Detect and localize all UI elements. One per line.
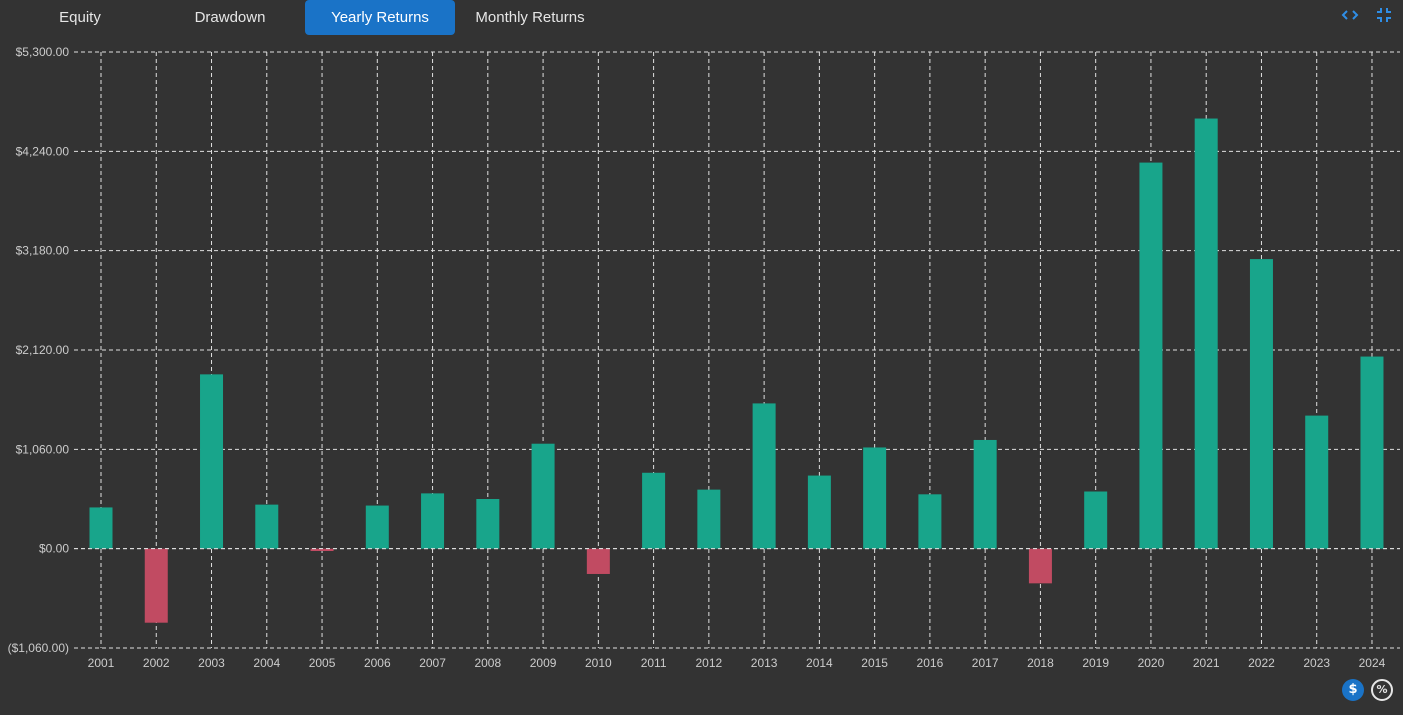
y-tick-label: ($1,060.00) [8, 641, 69, 655]
bar-2005[interactable] [310, 548, 334, 552]
y-tick-label: $5,300.00 [16, 45, 70, 59]
dollar-icon: $ [1348, 682, 1358, 697]
tab-equity[interactable]: Equity [59, 9, 101, 26]
collapse-icon[interactable] [1375, 6, 1393, 24]
bar-2002[interactable] [144, 548, 168, 623]
bar-2021[interactable] [1194, 118, 1218, 549]
bar-2022[interactable] [1249, 259, 1273, 549]
y-tick-label: $2,120.00 [16, 343, 70, 357]
x-tick-label: 2006 [364, 656, 391, 670]
tab-drawdown[interactable]: Drawdown [194, 9, 266, 26]
x-tick-label: 2012 [696, 656, 723, 670]
x-tick-label: 2002 [143, 656, 170, 670]
bar-2019[interactable] [1084, 491, 1108, 549]
percent-toggle-button[interactable]: % [1371, 679, 1393, 701]
bar-2016[interactable] [918, 494, 942, 549]
y-tick-label: $0.00 [39, 542, 69, 556]
x-tick-label: 2024 [1359, 656, 1386, 670]
bar-2003[interactable] [200, 374, 224, 549]
tab-monthly-returns[interactable]: Monthly Returns [475, 9, 585, 26]
bar-2011[interactable] [642, 472, 666, 549]
percent-icon: % [1376, 683, 1388, 696]
bar-2010[interactable] [586, 548, 610, 574]
x-tick-label: 2014 [806, 656, 833, 670]
bar-2001[interactable] [89, 507, 113, 549]
x-tick-label: 2017 [972, 656, 999, 670]
bar-2014[interactable] [807, 475, 831, 549]
bar-2015[interactable] [863, 447, 887, 549]
y-tick-label: $1,060.00 [16, 442, 70, 456]
bar-2007[interactable] [421, 493, 445, 549]
bar-2024[interactable] [1360, 356, 1384, 549]
y-tick-label: $4,240.00 [16, 144, 70, 158]
x-tick-label: 2022 [1248, 656, 1275, 670]
x-tick-label: 2011 [641, 656, 667, 670]
bar-2004[interactable] [255, 504, 279, 549]
x-tick-label: 2008 [474, 656, 501, 670]
x-tick-label: 2023 [1303, 656, 1330, 670]
bar-2013[interactable] [752, 403, 776, 549]
x-tick-label: 2019 [1082, 656, 1109, 670]
bar-2006[interactable] [365, 505, 389, 549]
bar-2009[interactable] [531, 443, 555, 549]
x-tick-label: 2003 [198, 656, 225, 670]
x-tick-label: 2001 [88, 656, 115, 670]
x-tick-label: 2009 [530, 656, 557, 670]
bar-2017[interactable] [973, 439, 997, 549]
x-tick-label: 2013 [751, 656, 778, 670]
dollar-toggle-button[interactable]: $ [1342, 679, 1364, 701]
tab-yearly-returns[interactable]: Yearly Returns [305, 0, 455, 35]
x-tick-label: 2007 [419, 656, 446, 670]
bar-2020[interactable] [1139, 162, 1163, 549]
x-tick-label: 2005 [309, 656, 336, 670]
y-tick-label: $3,180.00 [16, 244, 70, 258]
code-brackets-icon[interactable] [1341, 6, 1359, 24]
bar-2023[interactable] [1305, 415, 1329, 549]
x-tick-label: 2021 [1193, 656, 1220, 670]
bar-2012[interactable] [697, 489, 721, 549]
bar-2008[interactable] [476, 499, 500, 549]
x-tick-label: 2015 [861, 656, 888, 670]
x-tick-label: 2010 [585, 656, 612, 670]
x-tick-label: 2018 [1027, 656, 1054, 670]
x-tick-label: 2020 [1138, 656, 1165, 670]
x-tick-label: 2016 [917, 656, 944, 670]
bar-2018[interactable] [1028, 548, 1052, 584]
x-tick-label: 2004 [253, 656, 280, 670]
